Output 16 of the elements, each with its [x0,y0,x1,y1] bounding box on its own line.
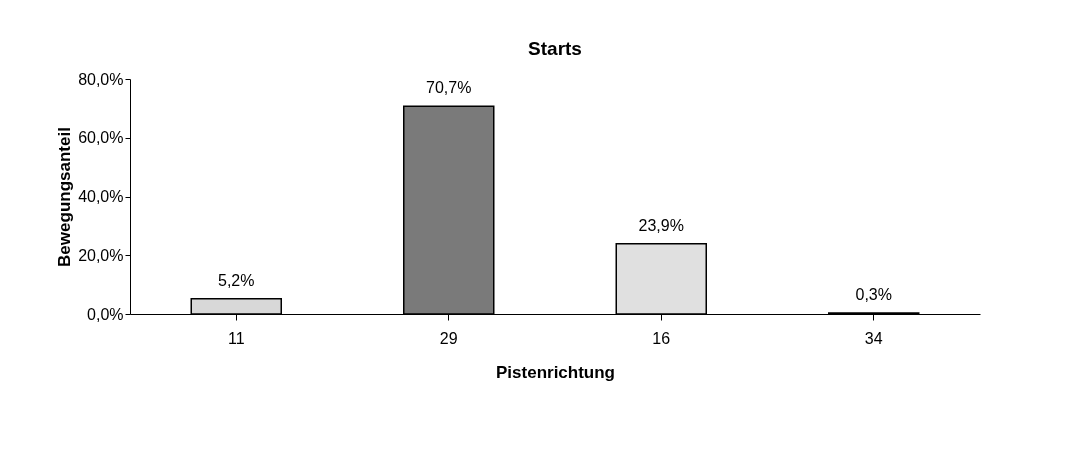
x-tick-label: 34 [864,329,883,347]
y-tick-label: 80,0% [78,70,124,88]
data-label: 5,2% [218,271,255,289]
y-tick-label: 60,0% [78,129,124,147]
y-tick-label: 20,0% [78,246,124,264]
x-tick-label: 16 [652,329,671,347]
data-label: 23,9% [638,216,684,234]
data-label: 0,3% [855,286,892,304]
data-label: 70,7% [426,79,472,97]
x-tick-label: 29 [439,329,458,347]
chart-title: Starts [528,38,582,59]
x-axis-title: Pistenrichtung [495,362,616,382]
y-tick-label: 40,0% [78,188,124,205]
y-axis-title: Bewegungsanteil [55,127,75,267]
x-tick-label: 11 [227,329,245,347]
y-tick-label: 0,0% [87,305,124,323]
